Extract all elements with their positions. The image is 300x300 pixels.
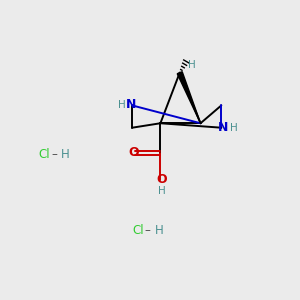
Text: H: H bbox=[154, 224, 163, 237]
Text: Cl: Cl bbox=[39, 148, 50, 161]
Text: O: O bbox=[157, 172, 167, 186]
Text: N: N bbox=[125, 98, 136, 111]
Text: H: H bbox=[118, 100, 126, 110]
Text: O: O bbox=[128, 146, 139, 160]
Text: N: N bbox=[218, 121, 228, 134]
Text: –: – bbox=[145, 224, 151, 237]
Text: –: – bbox=[51, 148, 57, 161]
Text: H: H bbox=[61, 148, 70, 161]
Text: H: H bbox=[158, 186, 166, 196]
Polygon shape bbox=[177, 72, 200, 123]
Text: H: H bbox=[188, 60, 196, 70]
Text: Cl: Cl bbox=[132, 224, 144, 237]
Text: H: H bbox=[230, 123, 238, 133]
